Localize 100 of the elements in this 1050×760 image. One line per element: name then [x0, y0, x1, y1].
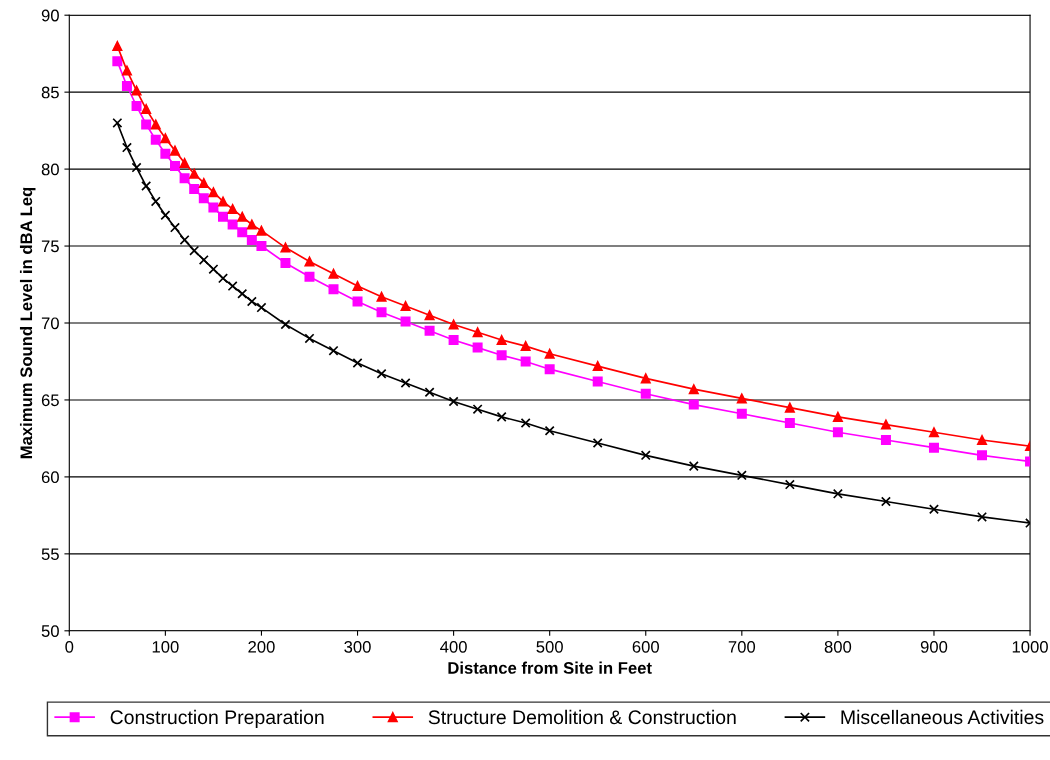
point	[160, 133, 171, 144]
x-tick-label: 400	[440, 640, 467, 653]
point	[448, 396, 459, 407]
point	[121, 80, 132, 91]
x-tick-label: 800	[824, 640, 852, 653]
y-tick-label: 85	[41, 86, 59, 99]
point	[169, 161, 180, 172]
point	[832, 411, 843, 422]
x-tick-label: 900	[920, 640, 948, 653]
point	[328, 345, 339, 356]
point	[169, 222, 180, 233]
point	[256, 241, 267, 252]
x-tick-label: 100	[152, 640, 179, 653]
x-tick-label: 200	[248, 640, 275, 653]
point	[544, 348, 555, 359]
point	[121, 142, 132, 153]
x-tick-label: 300	[344, 640, 371, 653]
point	[112, 117, 123, 128]
point	[328, 268, 339, 279]
point	[246, 219, 257, 230]
point	[246, 234, 257, 245]
point	[352, 281, 363, 292]
y-tick-label: 50	[41, 625, 59, 637]
x-tick-label: 1000	[1012, 640, 1048, 653]
point	[592, 376, 603, 387]
point	[131, 85, 142, 96]
point	[208, 264, 219, 275]
point	[218, 211, 229, 222]
point	[736, 470, 747, 481]
point	[472, 404, 483, 415]
x-axis-title: Distance from Site in Feet	[448, 661, 652, 674]
point	[928, 504, 939, 515]
point	[280, 319, 291, 330]
point	[179, 173, 190, 184]
point	[160, 210, 171, 221]
point	[237, 288, 248, 299]
point	[189, 168, 200, 179]
point	[688, 461, 699, 472]
point	[227, 281, 238, 292]
point	[880, 434, 891, 445]
y-tick-label: 60	[41, 471, 59, 484]
point	[208, 202, 219, 213]
point	[928, 442, 939, 453]
legend-label: Structure Demolition & Construction	[428, 709, 736, 725]
point	[496, 334, 507, 345]
point	[352, 358, 363, 369]
point	[160, 148, 171, 159]
point	[198, 177, 209, 188]
point	[424, 325, 435, 336]
point	[304, 333, 315, 344]
point	[592, 361, 603, 372]
point	[640, 388, 651, 399]
point	[376, 307, 387, 318]
point	[189, 245, 200, 256]
point	[169, 145, 180, 156]
point	[131, 100, 142, 112]
y-axis-title: Maximum Sound Level in dBA Leq	[19, 187, 36, 459]
point	[977, 511, 988, 522]
point	[352, 296, 363, 307]
point	[592, 438, 603, 449]
point	[227, 204, 238, 215]
point	[112, 56, 123, 67]
legend-label: Miscellaneous Activities	[841, 709, 1044, 725]
point	[784, 418, 795, 429]
point	[424, 310, 435, 321]
point	[218, 196, 229, 207]
point	[208, 187, 219, 198]
point	[376, 368, 387, 379]
point	[150, 196, 161, 207]
point	[472, 327, 483, 338]
point	[544, 425, 555, 436]
point	[640, 450, 651, 461]
point	[424, 387, 435, 398]
point	[496, 411, 507, 422]
point	[784, 402, 795, 413]
point	[150, 119, 161, 130]
y-tick-label: 80	[41, 163, 59, 176]
point	[237, 211, 248, 222]
point	[227, 219, 238, 230]
x-tick-label: 700	[728, 640, 756, 653]
point	[218, 273, 229, 284]
point	[141, 181, 152, 192]
point	[141, 119, 152, 130]
point	[880, 496, 891, 507]
y-tick-label: 55	[41, 548, 59, 561]
point	[179, 157, 190, 168]
point	[400, 316, 411, 327]
point	[640, 373, 651, 384]
legend-label: Construction Preparation	[110, 709, 324, 728]
point	[880, 419, 891, 430]
point	[544, 364, 555, 375]
point	[448, 334, 459, 345]
point	[304, 271, 315, 282]
point	[179, 234, 190, 245]
point	[472, 342, 483, 353]
point	[256, 302, 267, 313]
point	[112, 40, 123, 51]
point	[520, 418, 531, 429]
point	[736, 393, 747, 404]
point	[198, 193, 209, 204]
